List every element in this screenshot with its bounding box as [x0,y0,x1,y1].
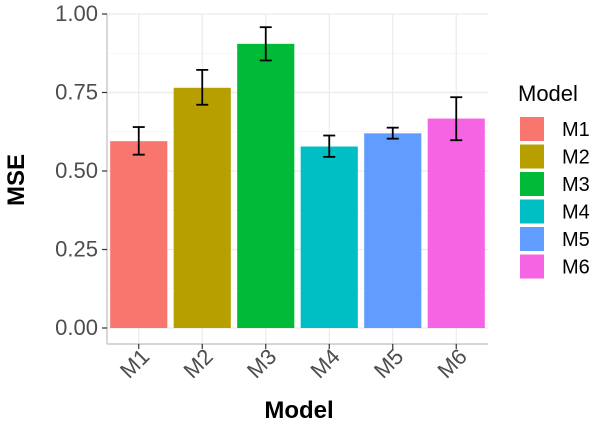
bar-m2 [173,87,231,328]
legend-label: M2 [562,147,590,169]
legend-swatch [520,172,544,196]
y-axis-title: MSE [3,154,30,206]
x-tick-label: M4 [305,344,344,383]
y-tick-label: 1.00 [55,1,98,26]
y-tick-label: 0.50 [55,158,98,183]
legend-swatch [520,144,544,169]
bar-m6 [427,118,485,328]
legend-swatch [520,254,544,279]
error-bar-m2 [196,68,209,106]
y-tick-labels: 0.00 0.25 0.50 0.75 1.00 [55,1,107,340]
legend-items: M1 M2 M3 M4 M5 M6 [520,117,590,279]
error-bar-m3 [259,26,272,62]
legend-label: M4 [562,202,590,224]
x-tick-labels: M1 M2 M3 M4 M5 M6 [115,344,472,383]
legend-item-m2: M2 [520,144,590,169]
bars-group [110,43,485,329]
legend-title: Model [518,81,578,106]
y-tick-label: 0.00 [55,315,98,340]
x-tick-label: M3 [242,344,281,383]
legend-item-m3: M3 [520,172,590,196]
error-bar-m6 [450,96,463,142]
legend-label: M3 [562,174,590,196]
error-bar-m4 [323,134,336,158]
y-tick-label: 0.75 [55,80,98,105]
legend-item-m6: M6 [520,254,590,279]
legend: Model M1 M2 M3 M4 M5 M6 [518,81,590,279]
legend-label: M1 [562,119,590,141]
bar-m5 [364,133,422,328]
bar-m1 [110,141,168,328]
legend-swatch [520,199,544,224]
x-tick-label: M1 [115,344,154,383]
error-bar-m5 [386,126,399,140]
legend-swatch [520,117,544,141]
legend-label: M5 [562,229,590,251]
legend-item-m1: M1 [520,117,590,141]
x-axis-title: Model [264,397,333,424]
legend-label: M6 [562,257,590,279]
legend-item-m5: M5 [520,227,590,251]
error-bars-group [132,26,463,158]
error-bar-m1 [132,126,145,156]
x-tick-label: M6 [432,344,471,383]
bar-m3 [237,43,295,329]
x-tick-label: M5 [369,344,408,383]
legend-swatch [520,227,544,251]
legend-item-m4: M4 [520,199,590,224]
x-tick-label: M2 [178,344,217,383]
y-tick-label: 0.25 [55,237,98,262]
bar-m4 [300,146,358,328]
